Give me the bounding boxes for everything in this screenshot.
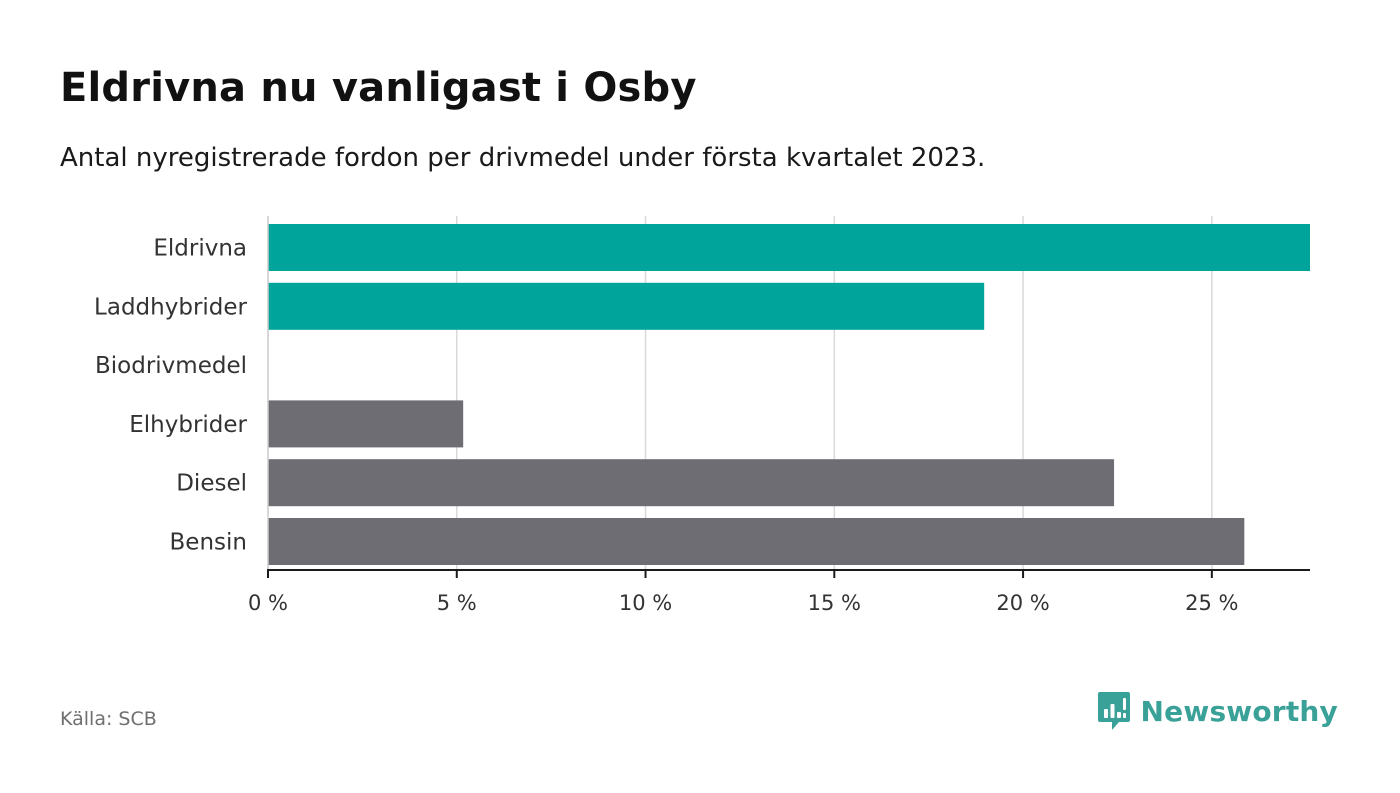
bar-bensin [268,518,1245,565]
x-axis: 0 % 5 % 10 % 15 % 20 % 25 % [248,216,1310,615]
x-tick-label: 0 % [248,591,288,615]
category-labels: Eldrivna Laddhybrider Biodrivmedel Elhybrid… [94,236,247,556]
x-tick-label: 20 % [996,591,1049,615]
x-tick-label: 10 % [619,591,672,615]
category-label: Bensin [170,530,247,556]
category-label: Biodrivmedel [95,353,247,379]
bars [268,224,1310,565]
source-note: Källa: SCB [60,708,157,730]
bar-chart: Eldrivna Laddhybrider Biodrivmedel Elhybrid… [94,216,1310,615]
bar-elhybrider [268,400,464,448]
chart-subtitle: Antal nyregistrerade fordon per drivmede… [60,143,986,173]
brand-logo[interactable]: Newsworthy [1097,690,1338,732]
gridlines [456,216,1213,570]
category-label: Eldrivna [153,236,247,262]
category-label: Laddhybrider [94,294,247,320]
category-label: Diesel [176,471,247,497]
category-label: Elhybrider [129,412,247,438]
x-tick-label: 5 % [437,591,477,615]
bar-diesel [268,459,1115,507]
bar-laddhybrider [268,282,985,330]
newsworthy-logo-icon [1097,692,1130,730]
chart-title: Eldrivna nu vanligast i Osby [60,65,697,111]
x-tick-label: 25 % [1185,591,1238,615]
bar-eldrivna [268,224,1310,271]
x-tick-label: 15 % [808,591,861,615]
brand-name: Newsworthy [1140,694,1338,728]
